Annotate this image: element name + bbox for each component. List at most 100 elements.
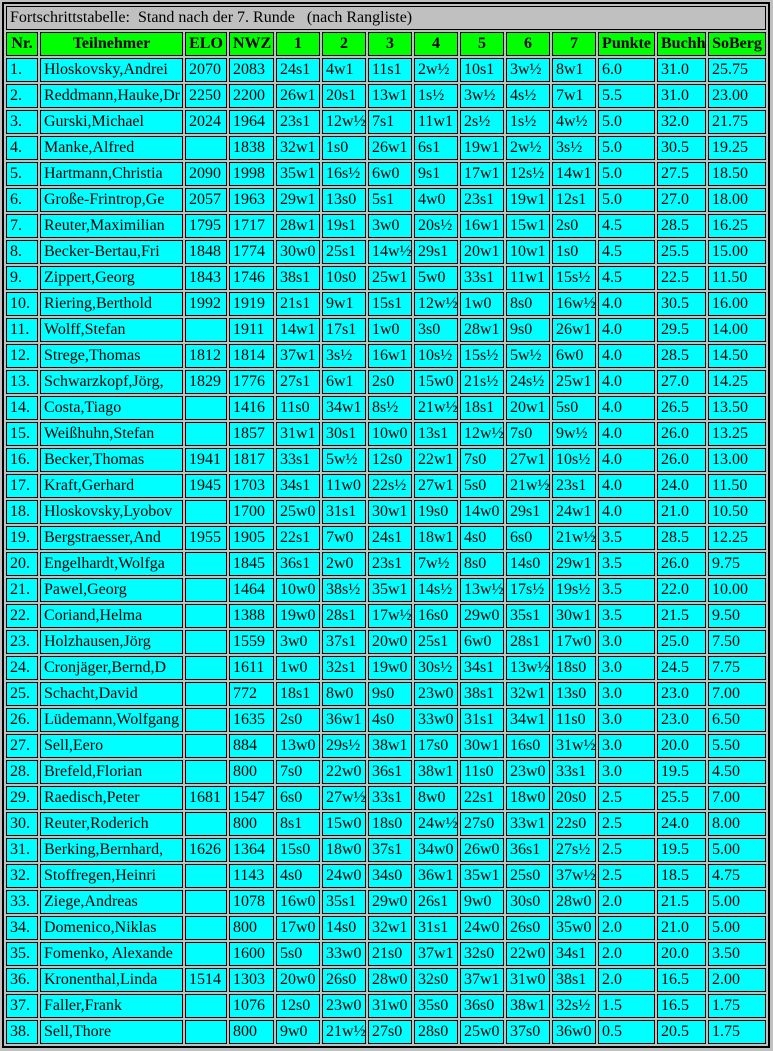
round-2-result-cell: 17s1 — [322, 318, 366, 342]
buchholz-cell: 30.5 — [657, 292, 706, 316]
column-header-elo: ELO — [185, 32, 227, 56]
round-1-result-cell: 21s1 — [276, 292, 320, 316]
round-5-result-cell: 7s0 — [460, 448, 504, 472]
round-5-result-cell: 16w1 — [460, 214, 504, 238]
sonneborn-berger-cell: 7.75 — [708, 656, 766, 680]
buchholz-cell: 16.5 — [657, 968, 706, 992]
round-7-result-cell: 15s½ — [552, 266, 596, 290]
round-2-result-cell: 23w0 — [322, 994, 366, 1018]
rank-cell: 38. — [6, 1020, 38, 1044]
column-header-round-2: 2 — [322, 32, 366, 56]
round-6-result-cell: 27w1 — [506, 448, 550, 472]
elo-cell: 1829 — [185, 370, 227, 394]
player-name-cell: Becker-Bertau,Fri — [40, 240, 183, 264]
rank-cell: 27. — [6, 734, 38, 758]
round-2-result-cell: 9w1 — [322, 292, 366, 316]
points-cell: 5.0 — [598, 110, 655, 134]
round-6-result-cell: 5w½ — [506, 344, 550, 368]
round-3-result-cell: 24s1 — [368, 526, 412, 550]
round-7-result-cell: 35w0 — [552, 916, 596, 940]
sonneborn-berger-cell: 10.00 — [708, 578, 766, 602]
points-cell: 3.5 — [598, 552, 655, 576]
round-6-result-cell: 19w1 — [506, 188, 550, 212]
rank-cell: 25. — [6, 682, 38, 706]
round-7-result-cell: 30w1 — [552, 604, 596, 628]
points-cell: 5.0 — [598, 162, 655, 186]
player-name-cell: Weißhuhn,Stefan — [40, 422, 183, 446]
round-3-result-cell: 34s0 — [368, 864, 412, 888]
points-cell: 4.0 — [598, 292, 655, 316]
round-4-result-cell: 7w½ — [414, 552, 458, 576]
elo-cell — [185, 552, 227, 576]
round-4-result-cell: 19s0 — [414, 500, 458, 524]
player-name-cell: Riering,Berthold — [40, 292, 183, 316]
table-row: 3. Gurski,Michael 2024 1964 23s1 12w½ 7s1 11w1 2… — [6, 110, 766, 134]
sonneborn-berger-cell: 9.75 — [708, 552, 766, 576]
rank-cell: 10. — [6, 292, 38, 316]
buchholz-cell: 26.0 — [657, 448, 706, 472]
round-5-result-cell: 11s0 — [460, 760, 504, 784]
round-1-result-cell: 27s1 — [276, 370, 320, 394]
round-1-result-cell: 10w0 — [276, 578, 320, 602]
round-1-result-cell: 22s1 — [276, 526, 320, 550]
buchholz-cell: 26.0 — [657, 422, 706, 446]
round-3-result-cell: 29w0 — [368, 890, 412, 914]
buchholz-cell: 28.5 — [657, 344, 706, 368]
sonneborn-berger-cell: 7.00 — [708, 682, 766, 706]
nwz-cell: 1078 — [229, 890, 274, 914]
round-3-result-cell: 25w1 — [368, 266, 412, 290]
nwz-cell: 1838 — [229, 136, 274, 160]
player-name-cell: Hloskovsky,Lyobov — [40, 500, 183, 524]
sonneborn-berger-cell: 14.00 — [708, 318, 766, 342]
rank-cell: 22. — [6, 604, 38, 628]
nwz-cell: 884 — [229, 734, 274, 758]
round-3-result-cell: 4s0 — [368, 708, 412, 732]
round-1-result-cell: 36s1 — [276, 552, 320, 576]
rank-cell: 16. — [6, 448, 38, 472]
nwz-cell: 1964 — [229, 110, 274, 134]
round-5-result-cell: 5s0 — [460, 474, 504, 498]
header-row: Nr. Teilnehmer ELO NWZ 1 2 3 4 5 6 7 Punkte Buchh SoB… — [6, 32, 766, 56]
round-2-result-cell: 34w1 — [322, 396, 366, 420]
round-2-result-cell: 19s1 — [322, 214, 366, 238]
points-cell: 2.5 — [598, 812, 655, 836]
column-header-nr: Nr. — [6, 32, 38, 56]
nwz-cell: 1911 — [229, 318, 274, 342]
round-2-result-cell: 11w0 — [322, 474, 366, 498]
elo-cell — [185, 942, 227, 966]
round-3-result-cell: 7s1 — [368, 110, 412, 134]
round-5-result-cell: 27s0 — [460, 812, 504, 836]
round-6-result-cell: 9s0 — [506, 318, 550, 342]
round-4-result-cell: 24w½ — [414, 812, 458, 836]
points-cell: 3.5 — [598, 604, 655, 628]
buchholz-cell: 21.0 — [657, 916, 706, 940]
sonneborn-berger-cell: 16.25 — [708, 214, 766, 238]
round-2-result-cell: 13s0 — [322, 188, 366, 212]
nwz-cell: 1919 — [229, 292, 274, 316]
table-row: 7. Reuter,Maximilian 1795 1717 28w1 19s1 3w0 20… — [6, 214, 766, 238]
buchholz-cell: 22.0 — [657, 578, 706, 602]
round-5-result-cell: 2s½ — [460, 110, 504, 134]
points-cell: 2.0 — [598, 916, 655, 940]
round-5-result-cell: 28w1 — [460, 318, 504, 342]
table-row: 37. Faller,Frank 1076 12s0 23w0 31w0 35s0 36s0 3… — [6, 994, 766, 1018]
round-6-result-cell: 34w1 — [506, 708, 550, 732]
round-6-result-cell: 17s½ — [506, 578, 550, 602]
table-row: 24. Cronjäger,Bernd,D 1611 1w0 32s1 19w0 30s½ 3… — [6, 656, 766, 680]
rank-cell: 8. — [6, 240, 38, 264]
round-4-result-cell: 5w0 — [414, 266, 458, 290]
player-name-cell: Wolff,Stefan — [40, 318, 183, 342]
round-4-result-cell: 3s0 — [414, 318, 458, 342]
round-6-result-cell: 15w1 — [506, 214, 550, 238]
round-1-result-cell: 11s0 — [276, 396, 320, 420]
round-2-result-cell: 6w1 — [322, 370, 366, 394]
round-6-result-cell: 29s1 — [506, 500, 550, 524]
round-5-result-cell: 9w0 — [460, 890, 504, 914]
sonneborn-berger-cell: 6.50 — [708, 708, 766, 732]
table-row: 9. Zippert,Georg 1843 1746 38s1 10s0 25w1 5w0 33… — [6, 266, 766, 290]
round-1-result-cell: 6s0 — [276, 786, 320, 810]
round-5-result-cell: 35w1 — [460, 864, 504, 888]
round-5-result-cell: 36s0 — [460, 994, 504, 1018]
sonneborn-berger-cell: 15.00 — [708, 240, 766, 264]
round-7-result-cell: 20s0 — [552, 786, 596, 810]
